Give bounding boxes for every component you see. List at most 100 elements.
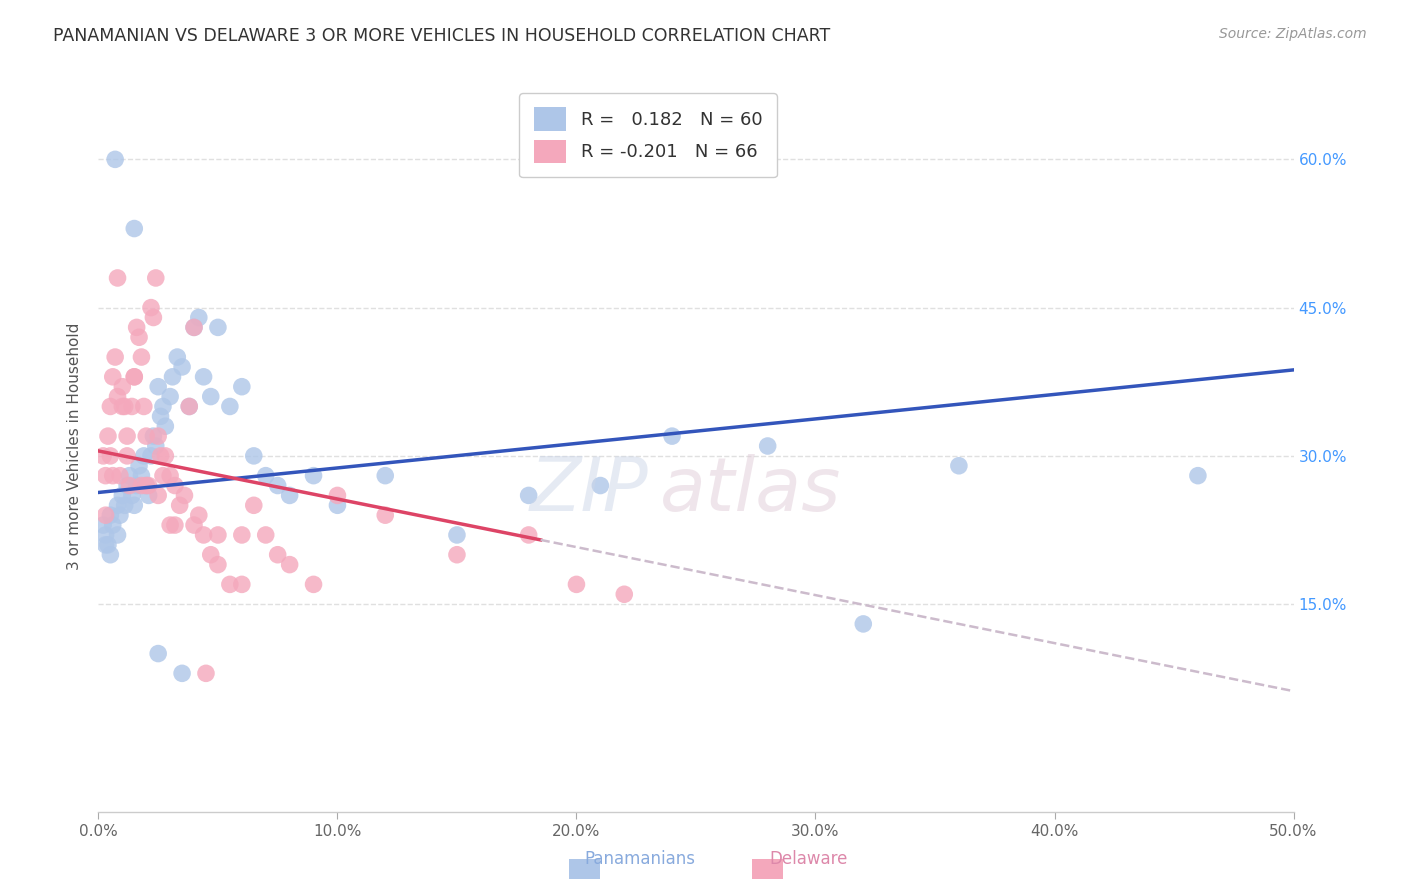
Point bbox=[166, 350, 188, 364]
Point bbox=[193, 369, 215, 384]
Point bbox=[101, 468, 124, 483]
Point bbox=[104, 350, 127, 364]
Point bbox=[132, 400, 155, 414]
Point bbox=[145, 271, 167, 285]
Point bbox=[98, 449, 122, 463]
Point bbox=[142, 310, 165, 325]
Point bbox=[155, 419, 177, 434]
Point bbox=[446, 548, 468, 562]
Point bbox=[108, 508, 131, 523]
Point bbox=[97, 538, 120, 552]
Point bbox=[121, 400, 143, 414]
Point bbox=[152, 400, 174, 414]
Point bbox=[148, 488, 170, 502]
Point bbox=[231, 380, 253, 394]
Point bbox=[131, 350, 153, 364]
Text: atlas: atlas bbox=[661, 454, 842, 526]
Point bbox=[152, 468, 174, 483]
Point bbox=[278, 558, 301, 572]
Point bbox=[193, 528, 215, 542]
Point bbox=[94, 508, 117, 523]
Point bbox=[94, 538, 117, 552]
Point bbox=[326, 498, 349, 512]
Point bbox=[124, 221, 146, 235]
Text: Delaware: Delaware bbox=[769, 850, 848, 868]
Point bbox=[179, 400, 201, 414]
Point bbox=[187, 310, 209, 325]
Y-axis label: 3 or more Vehicles in Household: 3 or more Vehicles in Household bbox=[67, 322, 83, 570]
Point bbox=[135, 478, 157, 492]
Point bbox=[326, 488, 349, 502]
Point bbox=[374, 508, 396, 523]
Point bbox=[446, 528, 468, 542]
Point bbox=[111, 488, 134, 502]
Point bbox=[98, 548, 122, 562]
Point bbox=[852, 616, 875, 631]
Text: ZIP: ZIP bbox=[530, 454, 648, 526]
Point bbox=[200, 548, 222, 562]
Point bbox=[91, 449, 114, 463]
Point bbox=[145, 439, 167, 453]
Point bbox=[118, 478, 141, 492]
Point bbox=[243, 498, 266, 512]
Point bbox=[111, 380, 134, 394]
Point bbox=[91, 518, 114, 533]
Point bbox=[219, 400, 242, 414]
Point bbox=[104, 153, 127, 167]
Point bbox=[200, 390, 222, 404]
Text: PANAMANIAN VS DELAWARE 3 OR MORE VEHICLES IN HOUSEHOLD CORRELATION CHART: PANAMANIAN VS DELAWARE 3 OR MORE VEHICLE… bbox=[53, 27, 831, 45]
Point bbox=[107, 498, 129, 512]
Text: Panamanians: Panamanians bbox=[585, 850, 695, 868]
Legend: R =   0.182   N = 60, R = -0.201   N = 66: R = 0.182 N = 60, R = -0.201 N = 66 bbox=[519, 93, 778, 178]
Point bbox=[195, 666, 218, 681]
Point bbox=[183, 320, 205, 334]
Point bbox=[108, 468, 131, 483]
Point bbox=[111, 400, 134, 414]
Point bbox=[162, 369, 184, 384]
Point bbox=[219, 577, 242, 591]
Point bbox=[139, 301, 162, 315]
Point bbox=[517, 528, 540, 542]
Point bbox=[97, 429, 120, 443]
Point bbox=[374, 468, 396, 483]
Point bbox=[139, 449, 162, 463]
Point bbox=[118, 468, 141, 483]
Point bbox=[125, 320, 148, 334]
Point bbox=[101, 369, 124, 384]
Point bbox=[128, 458, 150, 473]
Point bbox=[115, 449, 138, 463]
Point bbox=[517, 488, 540, 502]
Point bbox=[148, 429, 170, 443]
Point bbox=[148, 647, 170, 661]
Point bbox=[254, 528, 277, 542]
Point bbox=[128, 330, 150, 344]
Point bbox=[98, 508, 122, 523]
Point bbox=[138, 488, 160, 502]
Point bbox=[121, 488, 143, 502]
Point bbox=[172, 666, 194, 681]
Point bbox=[278, 488, 301, 502]
Point bbox=[131, 468, 153, 483]
Point bbox=[107, 271, 129, 285]
Point bbox=[135, 478, 157, 492]
Point bbox=[159, 468, 181, 483]
Point bbox=[187, 508, 209, 523]
Point bbox=[756, 439, 779, 453]
Point bbox=[163, 478, 186, 492]
Point bbox=[302, 468, 325, 483]
Point bbox=[148, 380, 170, 394]
Point bbox=[98, 400, 122, 414]
Point bbox=[138, 478, 160, 492]
Point bbox=[142, 429, 165, 443]
Point bbox=[302, 577, 325, 591]
Point bbox=[114, 498, 136, 512]
Point bbox=[132, 449, 155, 463]
Point bbox=[565, 577, 588, 591]
Point bbox=[107, 390, 129, 404]
Point bbox=[159, 390, 181, 404]
Point bbox=[183, 320, 205, 334]
Point bbox=[149, 409, 172, 424]
Point bbox=[231, 528, 253, 542]
Point bbox=[183, 518, 205, 533]
Point bbox=[173, 488, 195, 502]
